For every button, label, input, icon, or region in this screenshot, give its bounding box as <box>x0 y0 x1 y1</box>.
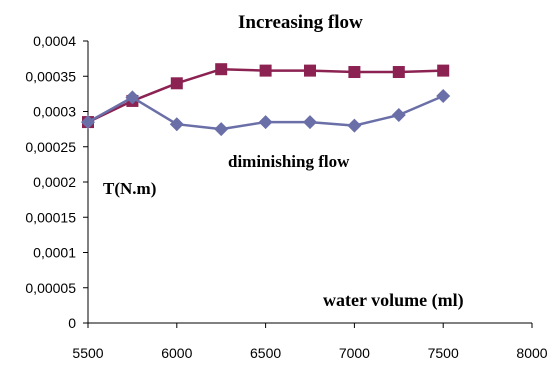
y-axis-label: T(N.m) <box>103 179 156 198</box>
data-point-diamond <box>347 118 362 133</box>
series-line-increasing-flow <box>87 67 444 124</box>
x-tick-label: 6500 <box>250 345 281 361</box>
axes <box>83 40 533 328</box>
data-point-diamond <box>169 117 184 132</box>
y-tick-label: 0,0002 <box>33 174 76 190</box>
series-group <box>81 63 451 137</box>
data-point-diamond <box>303 115 317 130</box>
data-point-diamond <box>391 108 406 123</box>
data-point-square <box>259 64 272 77</box>
data-point-diamond <box>258 115 273 130</box>
y-tick-label: 0,0001 <box>33 245 76 261</box>
data-point-square <box>215 63 228 76</box>
x-tick-label: 6000 <box>161 345 192 361</box>
annotation-diminishing-flow: diminishing flow <box>228 152 350 171</box>
y-tick-label: 0,00015 <box>25 209 76 225</box>
data-point-diamond <box>214 122 229 137</box>
data-point-square <box>437 64 450 77</box>
x-tick-label: 8000 <box>516 345 547 361</box>
x-axis-label: water volume (ml) <box>323 290 464 311</box>
data-point-square <box>304 64 316 77</box>
data-point-diamond <box>81 115 95 130</box>
y-tick-label: 0,0003 <box>33 104 76 120</box>
y-tick-label: 0,00035 <box>25 68 76 84</box>
data-point-square <box>170 77 183 90</box>
data-point-square <box>348 66 361 79</box>
y-tick-label: 0 <box>68 315 76 331</box>
data-point-square <box>392 66 405 79</box>
y-tick-label: 0,00025 <box>25 139 76 155</box>
annotation-increasing-flow: Increasing flow <box>238 12 363 33</box>
x-tick-label: 7500 <box>428 345 459 361</box>
y-tick-label: 0,0004 <box>33 33 76 49</box>
data-point-diamond <box>125 90 140 105</box>
data-point-diamond <box>436 88 451 103</box>
x-tick-label: 7000 <box>339 345 370 361</box>
x-tick-label: 5500 <box>72 345 103 361</box>
y-tick-labels: 0 0,00005 0,0001 0,00015 0,0002 0,00025 0,0003… <box>25 33 76 331</box>
y-tick-label: 0,00005 <box>25 280 76 296</box>
x-tick-labels: 5500 6000 6500 7000 7500 8000 <box>72 345 547 361</box>
